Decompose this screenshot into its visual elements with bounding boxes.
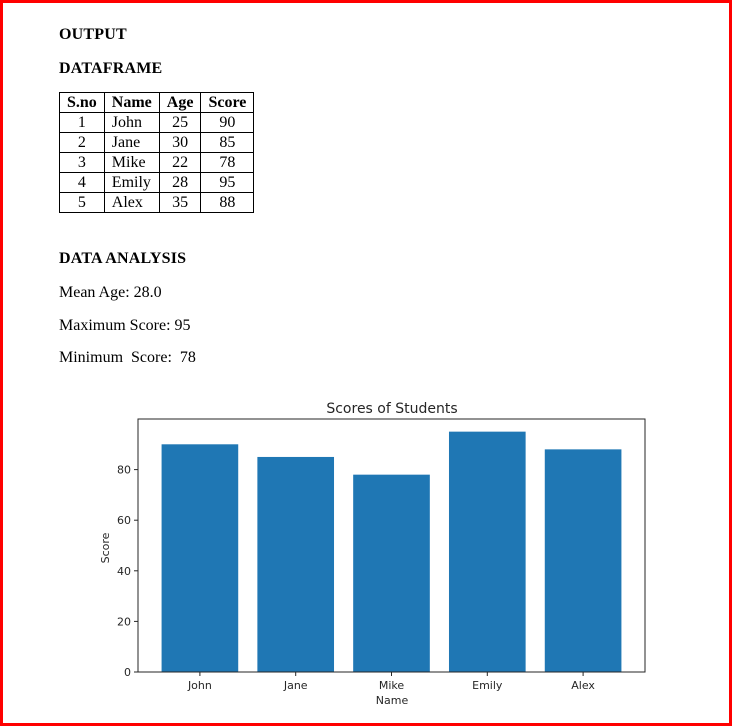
dataframe-table: S.no Name Age Score 1 John 25 90 2 Jane …	[59, 92, 255, 213]
y-tick-label: 0	[124, 666, 131, 679]
chart-title: Scores of Students	[326, 401, 457, 417]
plot-frame	[137, 418, 646, 673]
column-header-name: Name	[103, 92, 160, 113]
x-tick-label: Mike	[379, 679, 405, 692]
x-tick-label: John	[187, 679, 212, 692]
bar-john	[161, 444, 239, 672]
table-row: 2 Jane 30 85	[59, 132, 255, 153]
x-tick-label: Jane	[283, 679, 308, 692]
y-tick-label: 40	[117, 565, 131, 578]
table-cell-name: Mike	[103, 152, 160, 173]
mean-age-text: Mean Age: 28.0	[59, 284, 162, 301]
y-axis-label: Score	[99, 532, 112, 563]
y-tick-label: 20	[117, 615, 131, 628]
bar-alex	[544, 449, 622, 672]
y-tick-label: 80	[117, 464, 131, 477]
table-cell-score: 88	[200, 192, 255, 213]
y-tick-label: 60	[117, 514, 131, 527]
dataframe-heading: DATAFRAME	[59, 60, 163, 77]
table-row: 5 Alex 35 88	[59, 192, 255, 213]
output-heading: OUTPUT	[59, 26, 127, 43]
minimum-score-text: Minimum Score: 78	[59, 349, 196, 366]
table-cell-name: Emily	[103, 172, 160, 193]
bar-mike	[353, 474, 430, 672]
table-cell-name: Alex	[103, 192, 160, 213]
x-tick-label: Alex	[571, 679, 595, 692]
x-axis-label: Name	[376, 694, 409, 707]
x-tick-label: Emily	[472, 679, 503, 692]
bar-jane	[257, 456, 335, 672]
data-analysis-heading: DATA ANALYSIS	[59, 250, 187, 267]
table-cell-age: 35	[158, 192, 202, 213]
table-cell-score: 85	[200, 132, 255, 153]
maximum-score-text: Maximum Score: 95	[59, 317, 191, 334]
table-cell-score: 90	[200, 112, 255, 133]
bar-emily	[448, 431, 526, 672]
scores-bar-chart: Scores of Students John Jane Mike Emily Alex…	[99, 401, 646, 707]
chart-plot-area: John Jane Mike Emily Alex 0 20 40 60 80	[117, 418, 646, 692]
table-cell-name: Jane	[103, 132, 160, 153]
